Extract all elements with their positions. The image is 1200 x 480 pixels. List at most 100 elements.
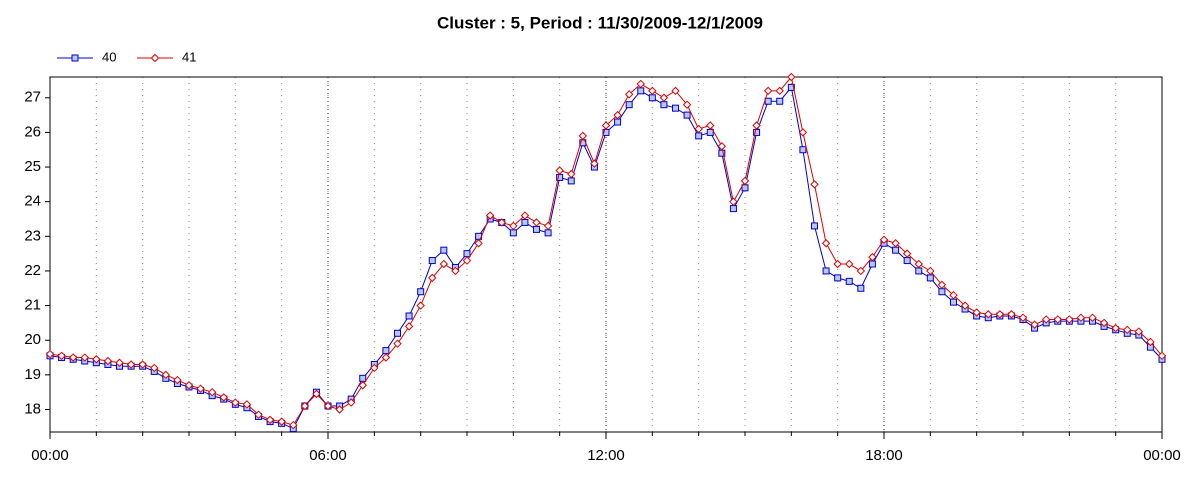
data-point [1111, 323, 1120, 333]
y-tick-label: 21 [24, 297, 41, 314]
data-point [359, 374, 367, 382]
data-point [637, 87, 645, 95]
data-point [346, 398, 356, 407]
data-point [729, 197, 738, 206]
data-point [706, 121, 715, 130]
data-point [381, 353, 391, 362]
data-point [787, 83, 795, 91]
data-point [683, 111, 691, 119]
data-point [902, 249, 912, 258]
data-point [115, 358, 124, 367]
data-point [845, 277, 853, 285]
data-point [578, 131, 588, 141]
data-point [833, 259, 842, 269]
data-point [671, 86, 680, 96]
data-point [1123, 325, 1132, 335]
data-point [776, 97, 784, 105]
data-point [323, 401, 333, 411]
data-point [509, 221, 518, 231]
data-point [277, 417, 286, 426]
data-point [682, 100, 692, 109]
data-point [45, 349, 55, 359]
data-point [370, 363, 379, 373]
data-point [960, 301, 970, 310]
data-point [1076, 313, 1086, 322]
data-point [648, 94, 656, 102]
data-point [335, 405, 344, 414]
data-point [614, 118, 622, 126]
data-point [439, 259, 449, 269]
data-point [1157, 351, 1167, 361]
data-point [950, 298, 957, 306]
data-point [949, 290, 958, 300]
plot-frame [49, 76, 1163, 433]
data-point [196, 384, 205, 393]
data-point [926, 266, 935, 276]
data-point [567, 169, 576, 179]
data-point [821, 239, 831, 248]
data-point [775, 86, 784, 96]
data-point [659, 93, 669, 102]
data-point [382, 347, 390, 355]
data-point [312, 389, 321, 399]
data-point [567, 177, 575, 185]
data-point [242, 400, 252, 409]
data-point [509, 229, 517, 237]
data-point [648, 86, 657, 96]
data-point [474, 239, 483, 248]
data-point [625, 101, 633, 109]
data-point [590, 159, 599, 168]
data-point [231, 398, 240, 407]
data-point [68, 353, 78, 362]
x-tick-label: 12:00 [587, 447, 625, 464]
y-tick-label: 25 [24, 158, 41, 175]
legend-label: 41 [182, 49, 196, 64]
data-point [1099, 318, 1109, 328]
data-point [543, 221, 553, 231]
data-point [972, 308, 981, 317]
data-point [161, 370, 171, 380]
data-point [57, 351, 66, 361]
data-point [138, 360, 147, 369]
legend-marker [150, 53, 160, 63]
data-point [799, 146, 807, 154]
y-tick-label: 23 [24, 227, 41, 244]
data-point [1053, 315, 1062, 324]
data-point [763, 86, 773, 96]
data-point [207, 387, 217, 397]
data-point [544, 229, 552, 237]
data-point [672, 104, 679, 112]
data-point [868, 260, 876, 268]
data-point [938, 288, 946, 296]
data-point [404, 322, 414, 331]
data-point [811, 222, 818, 230]
data-point [915, 267, 923, 275]
chart-title: Cluster : 5, Period : 11/30/2009-12/1/20… [437, 13, 763, 32]
y-tick-label: 20 [24, 331, 41, 348]
data-point [80, 353, 89, 362]
data-point [533, 225, 540, 233]
data-point [173, 375, 182, 385]
data-point [810, 180, 819, 189]
data-point [289, 420, 298, 430]
data-point [1007, 310, 1016, 319]
data-point [752, 121, 761, 130]
data-point [636, 79, 645, 89]
data-point [1030, 320, 1039, 329]
data-point [428, 257, 436, 265]
x-tick-label: 00:00 [1143, 447, 1181, 464]
data-point [857, 284, 865, 292]
data-point [834, 274, 842, 282]
x-tick-label: 18:00 [865, 447, 903, 464]
data-point [428, 273, 437, 283]
data-point [555, 166, 564, 175]
data-point [1018, 313, 1028, 322]
data-point [706, 128, 714, 136]
data-point [903, 257, 911, 265]
data-point [92, 355, 101, 364]
data-point [126, 360, 136, 369]
data-point [405, 312, 413, 320]
data-point [937, 280, 947, 290]
legend-marker [71, 54, 79, 62]
